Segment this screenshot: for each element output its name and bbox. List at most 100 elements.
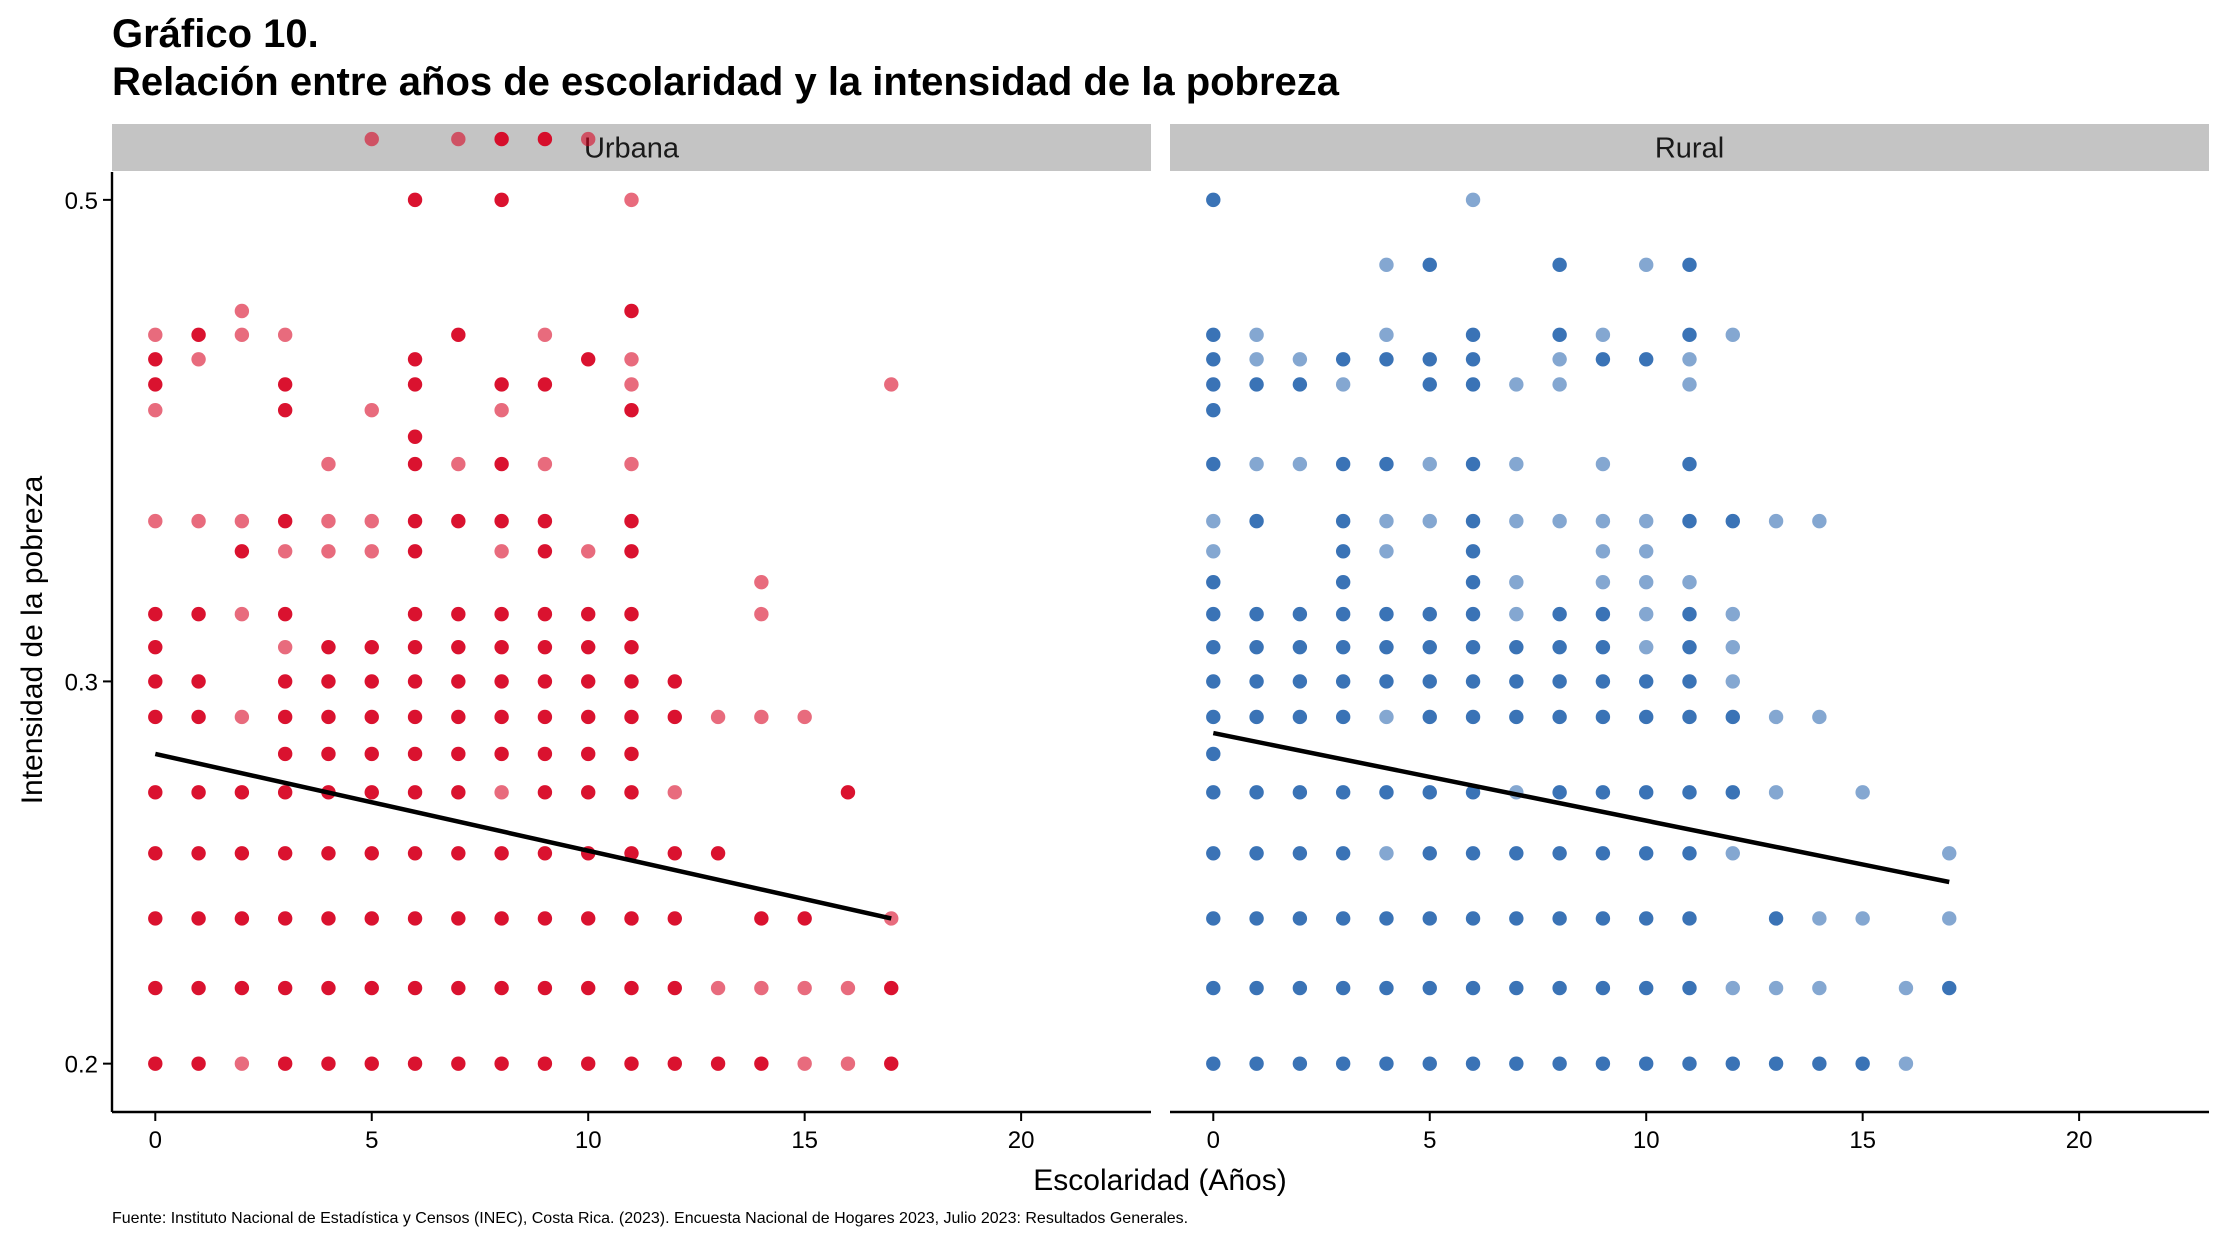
data-point (1595, 846, 1611, 861)
data-point (537, 456, 553, 472)
data-point (407, 746, 423, 762)
data-point (494, 639, 509, 655)
data-point (494, 674, 509, 689)
data-point (1595, 709, 1611, 725)
data-point (1206, 1056, 1221, 1071)
data-point (277, 403, 293, 418)
data-point (581, 606, 596, 622)
data-point (1509, 1056, 1524, 1071)
data-point (1465, 327, 1481, 343)
data-point (1249, 709, 1264, 725)
data-point (364, 846, 379, 861)
data-point (1335, 456, 1351, 472)
data-point (1855, 785, 1870, 800)
data-point (1639, 257, 1654, 273)
data-point (537, 746, 553, 762)
data-point (451, 131, 466, 147)
data-point (1639, 911, 1654, 926)
data-point (1509, 674, 1524, 689)
data-point (451, 674, 466, 689)
data-point (1725, 846, 1740, 861)
data-point (1595, 1056, 1611, 1071)
data-point (1249, 639, 1264, 655)
data-point (494, 785, 509, 800)
data-point (451, 785, 466, 800)
data-point (1639, 980, 1654, 996)
data-point (148, 352, 163, 367)
data-point (1292, 377, 1308, 392)
data-point (1812, 709, 1827, 725)
data-point (1552, 327, 1567, 343)
y-tick-label: 0.2 (65, 1052, 98, 1079)
data-point (1292, 606, 1308, 622)
data-point (148, 403, 163, 418)
data-point (1509, 513, 1524, 529)
data-point (364, 544, 379, 559)
data-point (1379, 352, 1394, 367)
data-point (234, 1056, 250, 1071)
data-point (624, 352, 639, 367)
data-point (1292, 846, 1308, 861)
data-point (1595, 639, 1611, 655)
data-point (364, 403, 379, 418)
data-point (840, 785, 856, 800)
data-point (1379, 980, 1394, 996)
data-point (364, 513, 379, 529)
data-point (1379, 785, 1394, 800)
data-point (321, 674, 336, 689)
data-point (1206, 846, 1221, 861)
data-point (537, 709, 553, 725)
data-point (191, 352, 206, 367)
x-tick-label: 15 (791, 1127, 818, 1154)
data-point (1465, 513, 1481, 529)
data-point (1465, 785, 1481, 800)
data-point (1465, 1056, 1481, 1071)
x-tick-label: 5 (1423, 1127, 1436, 1154)
data-point (667, 846, 682, 861)
data-point (1682, 456, 1697, 472)
data-point (667, 980, 682, 996)
data-point (624, 377, 639, 392)
data-point (191, 674, 206, 689)
data-point (667, 709, 682, 725)
data-point (1682, 1056, 1697, 1071)
data-point (364, 639, 379, 655)
data-point (407, 192, 423, 208)
data-point (494, 456, 509, 472)
data-point (1206, 403, 1221, 418)
data-point (1595, 606, 1611, 622)
data-point (1465, 377, 1481, 392)
data-point (1725, 709, 1740, 725)
data-point (754, 574, 769, 590)
data-point (1206, 911, 1221, 926)
data-point (1682, 606, 1697, 622)
data-point (710, 846, 726, 861)
data-point (624, 606, 639, 622)
data-point (407, 1056, 423, 1071)
data-point (1725, 513, 1740, 529)
data-point (321, 1056, 336, 1071)
data-point (364, 746, 379, 762)
data-point (234, 911, 250, 926)
data-point (1595, 911, 1611, 926)
data-point (191, 785, 206, 800)
data-point (1552, 639, 1567, 655)
data-point (148, 639, 163, 655)
data-point (1249, 911, 1264, 926)
data-point (364, 1056, 379, 1071)
data-point (1292, 639, 1308, 655)
data-point (1422, 980, 1437, 996)
data-point (1379, 709, 1394, 725)
data-point (1292, 709, 1308, 725)
data-point (1639, 574, 1654, 590)
data-point (1206, 709, 1221, 725)
data-point (148, 674, 163, 689)
data-point (1682, 574, 1697, 590)
data-point (494, 544, 509, 559)
data-point (1595, 544, 1611, 559)
strip-background (112, 124, 1151, 171)
data-point (1639, 352, 1654, 367)
data-point (234, 980, 250, 996)
data-point (1422, 911, 1437, 926)
data-point (1942, 911, 1957, 926)
